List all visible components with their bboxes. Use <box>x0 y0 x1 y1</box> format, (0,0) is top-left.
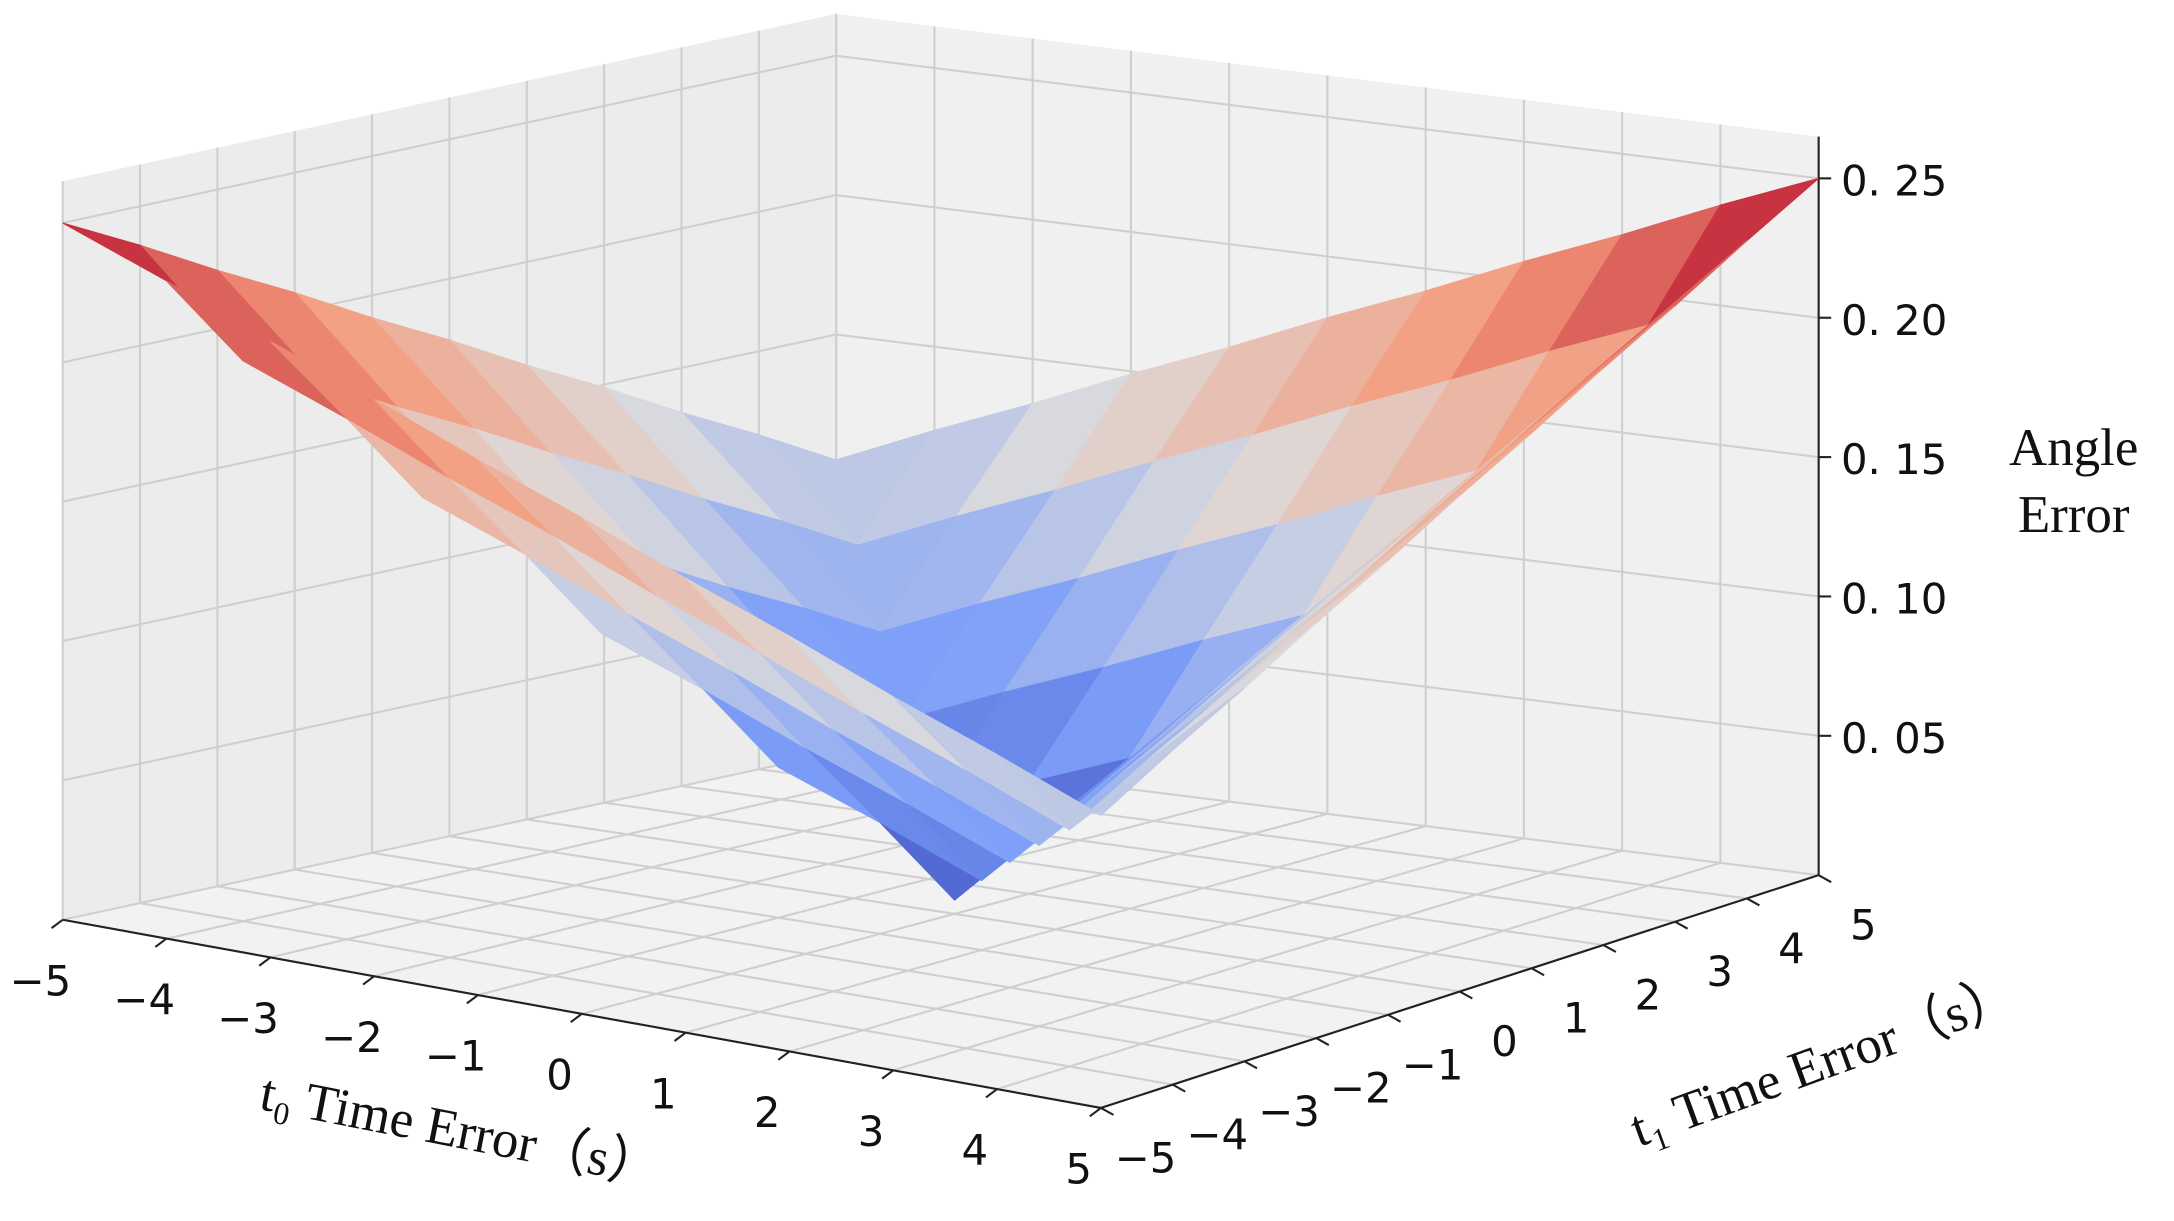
z-tick-label: 0. 10 <box>1841 575 1947 624</box>
x-tick-label: −1 <box>425 1032 487 1081</box>
y-tick-mark <box>1172 1083 1186 1093</box>
grid-line <box>371 851 1389 1016</box>
y-tick-mark <box>1746 897 1760 907</box>
y-axis-title: t₁ Time Error（s） <box>1623 965 2025 1159</box>
y-tick-label: 0 <box>1491 1017 1518 1066</box>
y-tick-mark <box>1315 1037 1330 1046</box>
z-tick-label: 0. 20 <box>1841 296 1947 345</box>
x-tick-mark <box>50 918 64 929</box>
grid-line <box>62 194 837 364</box>
y-tick-mark <box>1100 1106 1114 1116</box>
y-tick-label: −5 <box>1115 1133 1177 1182</box>
z-tick-label: 0. 25 <box>1841 156 1947 205</box>
x-tick-label: 5 <box>1065 1145 1092 1194</box>
y-tick-mark <box>1818 874 1832 884</box>
x-tick-label: −3 <box>217 994 279 1043</box>
plot-area: −5 −4 −3 −2 −1 0 1 2 3 4 5 −5 −4 −3 −2 −1 0 1 2 3 4 50. 050. … <box>10 13 2138 1199</box>
y-tick-label: −4 <box>1186 1110 1248 1159</box>
y-tick-label: 5 <box>1850 901 1877 950</box>
x-axis-title: t₀ Time Error（s） <box>256 1064 666 1199</box>
x-tick-mark <box>985 1088 998 1099</box>
z-tick-label: 0. 15 <box>1841 435 1947 484</box>
x-tick-mark <box>673 1031 687 1042</box>
floor-pane <box>62 752 1819 1108</box>
grid-line <box>603 801 1604 947</box>
x-tick-mark <box>881 1069 894 1080</box>
surface <box>62 177 1820 901</box>
x-tick-label: 3 <box>858 1107 885 1156</box>
y-tick-label: −3 <box>1258 1087 1320 1136</box>
y-tick-label: 3 <box>1706 947 1733 996</box>
y-tick-mark <box>1531 967 1545 977</box>
z-tick-label: 0. 05 <box>1841 714 1947 763</box>
grid-line <box>62 54 837 224</box>
x-tick-mark <box>362 975 375 986</box>
x-tick-label: −5 <box>10 956 72 1005</box>
grid-line <box>139 902 1173 1086</box>
z-axis-title: Error <box>2018 486 2130 544</box>
surface-patch <box>996 749 1174 831</box>
y-tick-mark <box>1459 990 1473 1000</box>
grid-line <box>217 885 1245 1063</box>
x-tick-label: 2 <box>754 1088 781 1137</box>
x-tick-mark <box>466 994 479 1005</box>
x-tick-label: −4 <box>113 975 175 1024</box>
x-tick-label: 0 <box>546 1050 573 1099</box>
y-tick-label: 2 <box>1635 970 1662 1019</box>
x-tick-label: −2 <box>321 1013 383 1062</box>
y-tick-label: −2 <box>1330 1064 1392 1113</box>
y-tick-mark <box>1674 920 1689 930</box>
x-tick-mark <box>777 1050 791 1061</box>
y-tick-mark <box>1243 1060 1258 1070</box>
y-tick-mark <box>1387 1013 1402 1023</box>
x-tick-mark <box>1089 1107 1102 1118</box>
y-tick-mark <box>1602 944 1617 953</box>
x-tick-label: 1 <box>650 1069 677 1118</box>
grid-line <box>449 835 1460 993</box>
y-tick-label: 4 <box>1778 924 1805 973</box>
grid-line <box>294 868 1317 1040</box>
grid-line <box>526 818 1532 970</box>
y-tick-label: −1 <box>1402 1040 1464 1089</box>
grid-line <box>681 784 1676 923</box>
z-axis-title: Angle <box>2009 419 2138 477</box>
grid-line <box>836 54 1819 180</box>
x-tick-mark <box>154 937 168 948</box>
y-tick-label: 1 <box>1563 994 1590 1043</box>
x-tick-label: 4 <box>962 1126 989 1175</box>
x-tick-mark <box>258 956 271 967</box>
x-tick-mark <box>570 1013 583 1024</box>
